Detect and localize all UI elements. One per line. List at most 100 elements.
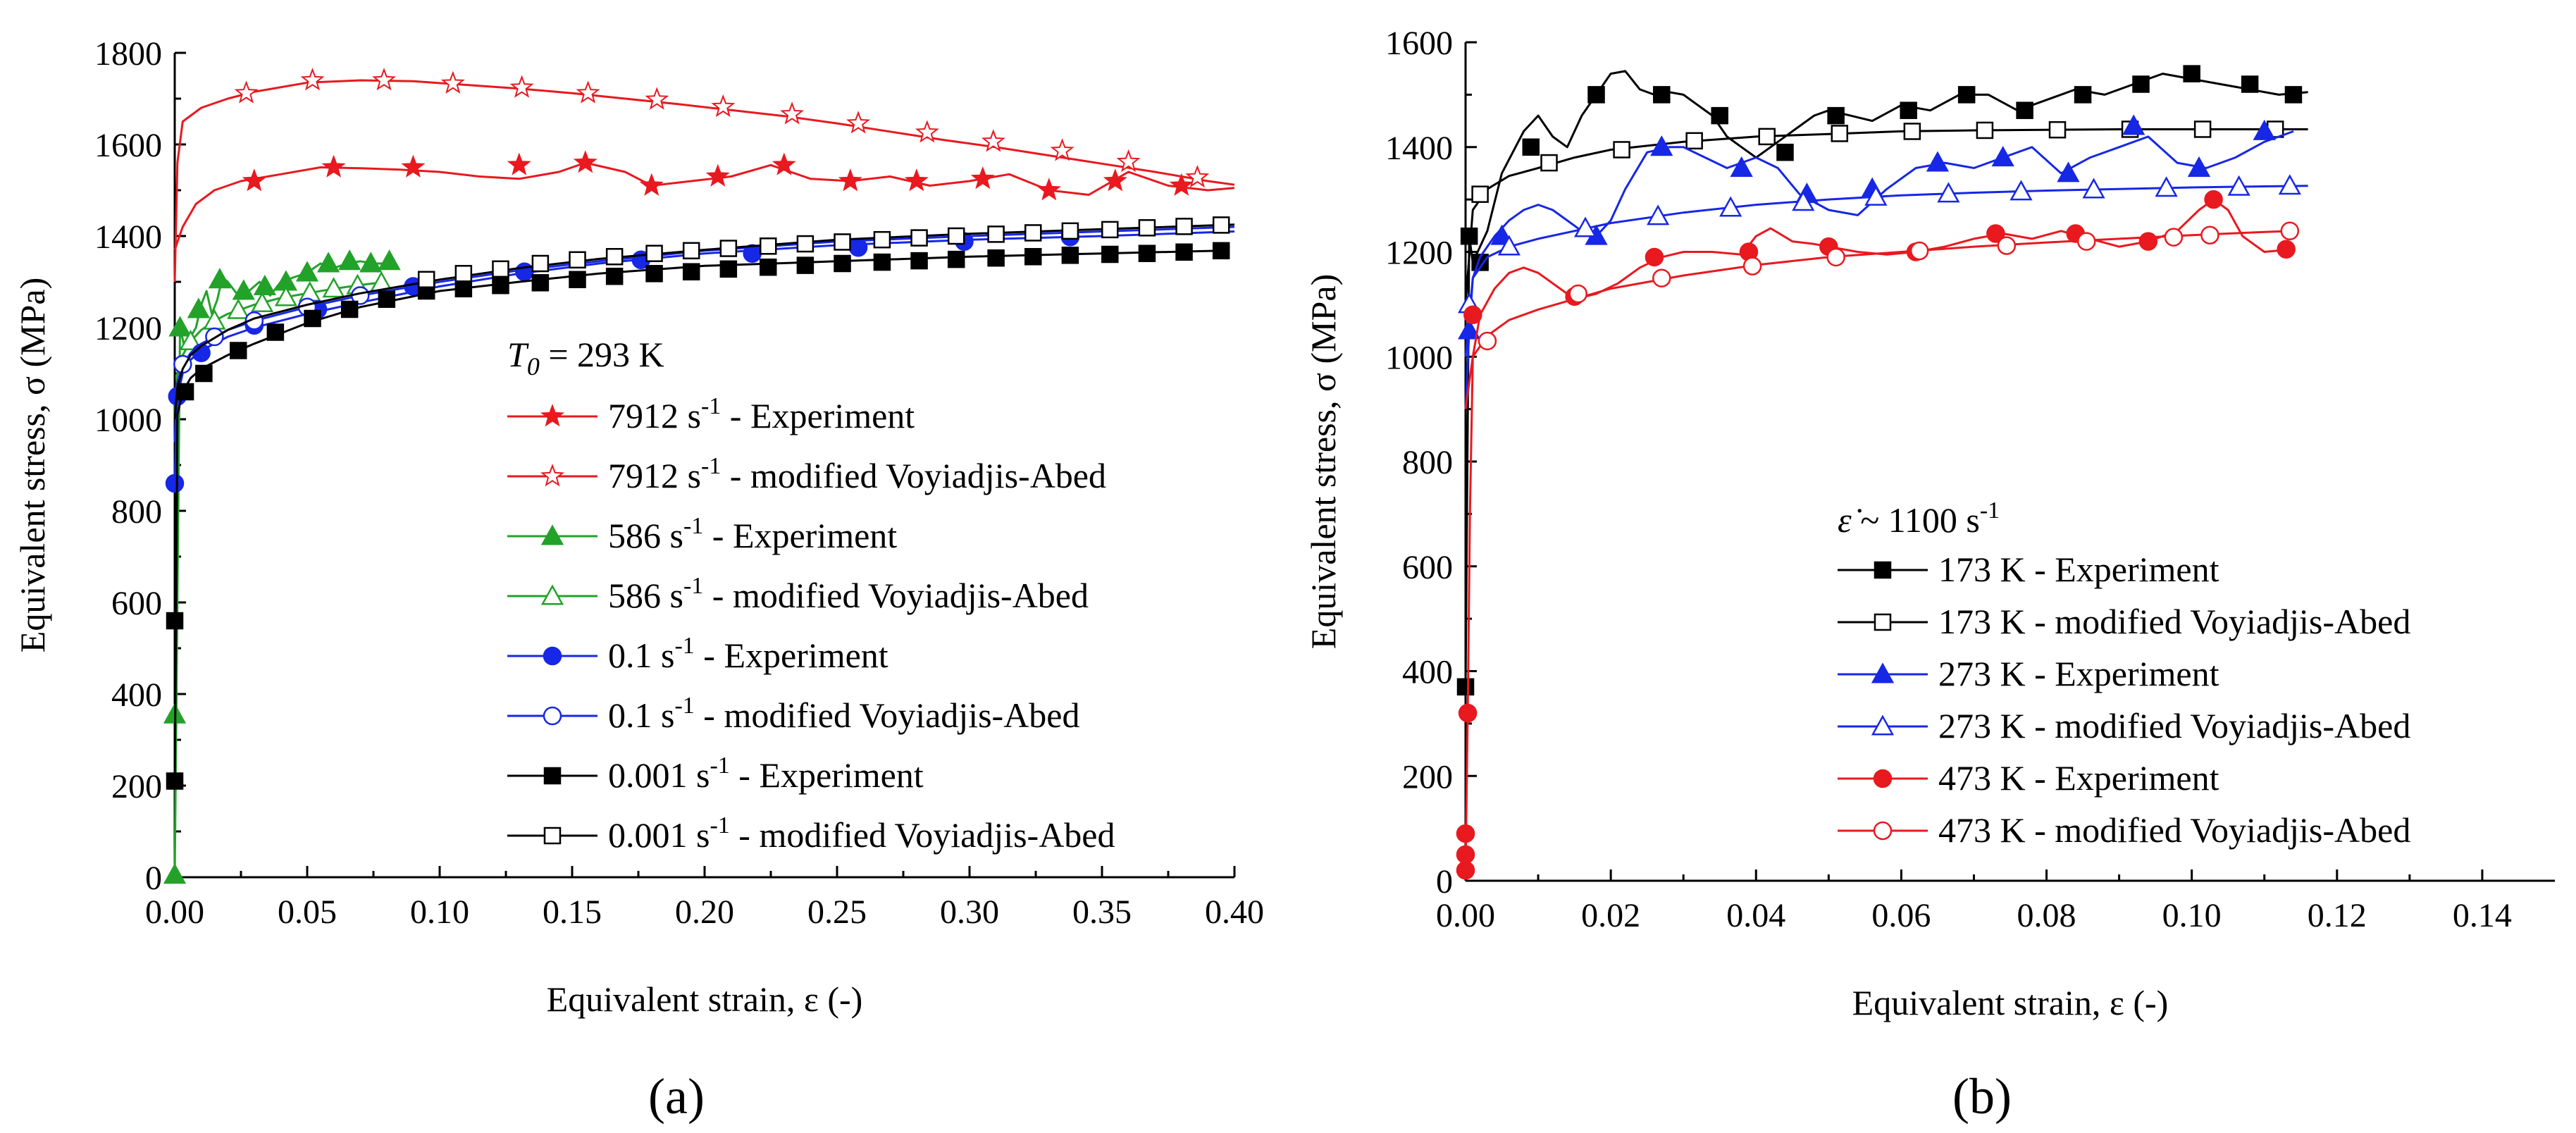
data-point bbox=[1976, 121, 1994, 140]
data-point bbox=[910, 229, 928, 247]
x-tick-label: 0.08 bbox=[2017, 897, 2076, 934]
data-point bbox=[507, 152, 531, 175]
legend-label-rate: 586 s bbox=[608, 516, 683, 555]
legend-title-superscript: -1 bbox=[1980, 497, 2000, 524]
data-point bbox=[208, 268, 232, 289]
data-point bbox=[873, 230, 891, 249]
data-point bbox=[981, 129, 1005, 152]
legend-swatch-marker bbox=[540, 404, 565, 427]
legend-label: 0.1 s-1 - modified Voyiadjis-Abed bbox=[608, 693, 1080, 735]
legend-label: 173 K - Experiment bbox=[1938, 550, 2219, 589]
data-point bbox=[274, 285, 298, 307]
data-point bbox=[1792, 190, 1815, 211]
data-point bbox=[759, 258, 777, 276]
data-point bbox=[1711, 106, 1728, 125]
legend-label-rate: 586 s bbox=[608, 576, 683, 615]
data-point bbox=[1685, 132, 1703, 150]
data-point bbox=[203, 309, 226, 330]
x-tick-label: 0.35 bbox=[1072, 893, 1132, 931]
x-tick-label: 0.25 bbox=[807, 893, 867, 931]
data-point bbox=[1730, 156, 1753, 177]
data-point bbox=[227, 298, 250, 319]
y-tick-label: 800 bbox=[1402, 444, 1453, 481]
data-point bbox=[719, 260, 738, 278]
y-tick-label: 0 bbox=[1436, 863, 1453, 900]
data-point bbox=[1458, 318, 1481, 340]
y-tick-label: 800 bbox=[111, 493, 162, 531]
legend-label: 473 K - Experiment bbox=[1938, 758, 2219, 798]
panel-label: (b) bbox=[1952, 1068, 2012, 1125]
y-axis-title: Equivalent stress, σ (MPa) bbox=[1304, 274, 1343, 649]
data-point bbox=[1185, 164, 1210, 188]
y-tick-label: 1800 bbox=[94, 35, 162, 73]
legend-label-superscript: -1 bbox=[710, 812, 729, 838]
legend-label-rate: 0.1 s bbox=[608, 636, 674, 675]
legend-title-rest: ~ 1100 s bbox=[1852, 500, 1980, 540]
data-point bbox=[1460, 227, 1478, 245]
panel-a-chart: 0.00 0.05 0.10 0.15 0.20 0.25 0.30 0.35 0.40 0 200… bbox=[13, 35, 1264, 1125]
legend-label: 586 s-1 - Experiment bbox=[608, 513, 897, 555]
data-point bbox=[1587, 86, 1605, 104]
legend-label: 273 K - Experiment bbox=[1938, 654, 2219, 693]
data-point bbox=[454, 280, 473, 297]
series-line bbox=[1464, 230, 2294, 409]
x-tick-label: 0.40 bbox=[1205, 893, 1264, 931]
data-point bbox=[378, 290, 396, 308]
data-point bbox=[1478, 331, 1497, 351]
data-point bbox=[1650, 135, 1673, 156]
legend-swatch-marker bbox=[1874, 613, 1892, 631]
series-line bbox=[173, 79, 1235, 283]
data-point bbox=[322, 277, 345, 298]
data-point bbox=[2183, 65, 2200, 82]
legend-label-suffix: - modified Voyiadjis-Abed bbox=[695, 695, 1080, 735]
legend-swatch-marker bbox=[1871, 662, 1895, 683]
y-tick-label: 0 bbox=[145, 860, 162, 897]
x-tick-label: 0.10 bbox=[410, 893, 469, 931]
data-point bbox=[569, 271, 586, 288]
data-point bbox=[509, 75, 534, 98]
data-point bbox=[947, 250, 965, 268]
data-point bbox=[1719, 196, 1742, 217]
data-point bbox=[440, 70, 465, 94]
data-point bbox=[605, 248, 624, 266]
data-point bbox=[1568, 284, 1588, 304]
data-point bbox=[780, 101, 805, 125]
data-point bbox=[1050, 138, 1075, 161]
legend-label-rate: 0.001 s bbox=[608, 755, 710, 795]
y-tick-label: 200 bbox=[1402, 758, 1453, 795]
data-point bbox=[166, 772, 184, 790]
data-point bbox=[2016, 101, 2033, 119]
data-point bbox=[1101, 221, 1119, 239]
data-point bbox=[2082, 178, 2105, 199]
data-point bbox=[1138, 219, 1156, 237]
data-point bbox=[166, 612, 184, 630]
y-tick-label: 400 bbox=[1402, 654, 1453, 691]
legend-swatch-marker bbox=[543, 706, 562, 726]
data-point bbox=[2164, 228, 2184, 247]
y-tick-label: 1000 bbox=[1385, 339, 1453, 376]
data-point bbox=[1926, 151, 1950, 172]
data-point bbox=[168, 316, 192, 337]
data-point bbox=[915, 120, 939, 143]
data-point bbox=[1061, 247, 1079, 264]
y-tick-label: 200 bbox=[111, 768, 162, 805]
data-point bbox=[1471, 185, 1489, 203]
data-point bbox=[1212, 216, 1230, 234]
legend-label: 273 K - modified Voyiadjis-Abed bbox=[1938, 706, 2410, 745]
x-tick-label: 0.30 bbox=[940, 893, 999, 931]
data-point bbox=[970, 166, 995, 190]
data-point bbox=[605, 267, 624, 285]
data-point bbox=[1903, 123, 1921, 140]
legend-label: 0.001 s-1 - modified Voyiadjis-Abed bbox=[608, 812, 1115, 855]
data-point bbox=[2204, 190, 2223, 209]
data-point bbox=[253, 274, 276, 295]
series-line bbox=[1464, 128, 2308, 305]
legend-swatch-marker bbox=[540, 524, 564, 545]
data-point bbox=[179, 329, 202, 350]
legend-swatch-marker bbox=[540, 464, 565, 487]
legend-label-rate: 7912 s bbox=[608, 396, 701, 435]
legend-label: 473 K - modified Voyiadjis-Abed bbox=[1938, 810, 2410, 850]
y-tick-label: 1200 bbox=[1385, 235, 1453, 272]
legend-label-superscript: -1 bbox=[674, 693, 694, 719]
data-point bbox=[232, 279, 255, 300]
